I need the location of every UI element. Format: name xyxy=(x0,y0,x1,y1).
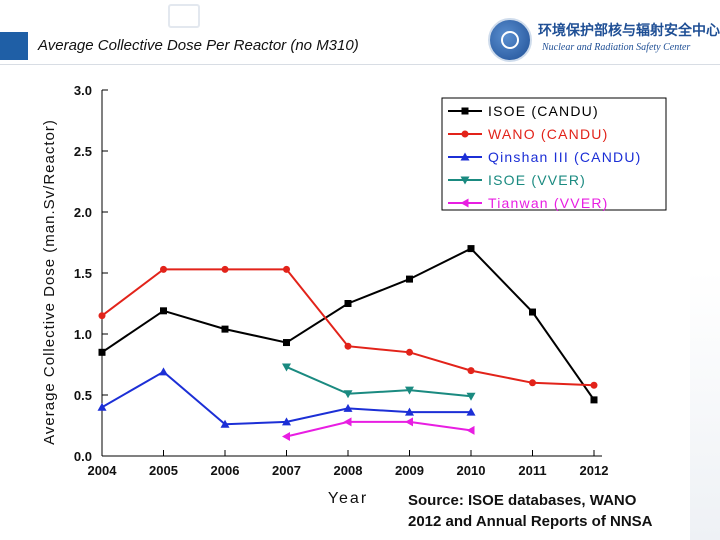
data-point xyxy=(343,417,352,427)
x-tick-label: 2005 xyxy=(149,463,178,478)
data-point xyxy=(160,265,167,273)
legend-label: Tianwan (VVER) xyxy=(488,195,609,211)
x-tick-label: 2012 xyxy=(580,463,609,478)
data-point xyxy=(343,390,353,399)
x-tick-label: 2010 xyxy=(457,463,486,478)
logo-emblem-icon xyxy=(488,18,532,62)
data-point xyxy=(590,381,598,389)
data-point xyxy=(282,417,291,426)
data-point xyxy=(466,425,475,435)
data-point xyxy=(160,307,167,315)
x-tick-label: 2004 xyxy=(88,463,118,478)
series-line xyxy=(101,370,471,426)
data-point xyxy=(98,348,106,356)
y-tick-label: 2.5 xyxy=(74,144,92,159)
data-point xyxy=(466,392,476,401)
logo-english-name: Nuclear and Radiation Safety Center xyxy=(542,42,691,53)
source-note: Source: ISOE databases, WANO 2012 and An… xyxy=(408,490,652,532)
data-point xyxy=(282,363,291,372)
series-line xyxy=(286,420,472,438)
data-point xyxy=(460,198,469,208)
decorative-gradient xyxy=(690,270,720,540)
data-point xyxy=(460,176,470,185)
data-point xyxy=(220,419,230,428)
data-point xyxy=(406,275,413,283)
data-point xyxy=(406,348,413,356)
data-point xyxy=(221,265,229,273)
data-point xyxy=(467,245,475,253)
data-point xyxy=(460,152,470,161)
y-tick-label: 1.5 xyxy=(74,266,92,281)
data-point xyxy=(97,402,107,411)
data-point xyxy=(221,325,229,333)
x-tick-label: 2006 xyxy=(211,463,240,478)
y-tick-label: 2.0 xyxy=(74,205,92,220)
data-point xyxy=(344,300,352,307)
data-point xyxy=(343,403,353,412)
header-divider xyxy=(0,64,720,65)
source-line-2: 2012 and Annual Reports of NNSA xyxy=(408,513,653,530)
logo-chinese-name: 环境保护部核与辐射安全中心 xyxy=(538,23,720,39)
data-point xyxy=(529,379,536,387)
nrsc-logo: 环境保护部核与辐射安全中心 Nuclear and Radiation Safe… xyxy=(488,14,720,64)
source-line-1: Source: ISOE databases, WANO xyxy=(408,492,637,509)
y-tick-label: 0.5 xyxy=(74,388,92,403)
title-accent-bar xyxy=(0,32,28,60)
series-line xyxy=(101,268,595,387)
series-line xyxy=(101,247,595,401)
x-axis-label: Year xyxy=(328,490,368,507)
y-axis-label: Average Collective Dose (man.Sv/Reactor) xyxy=(41,119,58,445)
data-point xyxy=(461,107,469,115)
data-point xyxy=(467,367,475,375)
y-tick-label: 1.0 xyxy=(74,327,92,342)
series-line xyxy=(286,366,472,398)
data-point xyxy=(344,342,352,350)
data-point xyxy=(405,386,414,395)
y-tick-label: 3.0 xyxy=(74,83,92,98)
legend-box xyxy=(441,97,667,211)
x-tick-label: 2011 xyxy=(518,463,546,478)
data-point xyxy=(461,130,469,138)
y-tick-label: 0.0 xyxy=(74,449,92,464)
decorative-square xyxy=(168,4,200,28)
data-point xyxy=(466,407,476,416)
legend-label: Qinshan III (CANDU) xyxy=(488,149,642,165)
data-point xyxy=(283,265,290,273)
data-point xyxy=(98,312,106,320)
slide-title: Average Collective Dose Per Reactor (no … xyxy=(38,37,359,54)
data-point xyxy=(405,417,413,427)
data-point xyxy=(159,367,168,376)
legend-label: WANO (CANDU) xyxy=(488,126,608,142)
data-point xyxy=(529,308,536,316)
data-point xyxy=(283,339,290,347)
x-tick-label: 2007 xyxy=(272,463,301,478)
legend-label: ISOE (VVER) xyxy=(488,172,586,188)
x-tick-label: 2008 xyxy=(334,463,363,478)
data-point xyxy=(282,431,290,441)
data-point xyxy=(405,407,414,416)
x-tick-label: 2009 xyxy=(395,463,424,478)
data-point xyxy=(590,396,598,404)
legend-label: ISOE (CANDU) xyxy=(488,103,599,119)
